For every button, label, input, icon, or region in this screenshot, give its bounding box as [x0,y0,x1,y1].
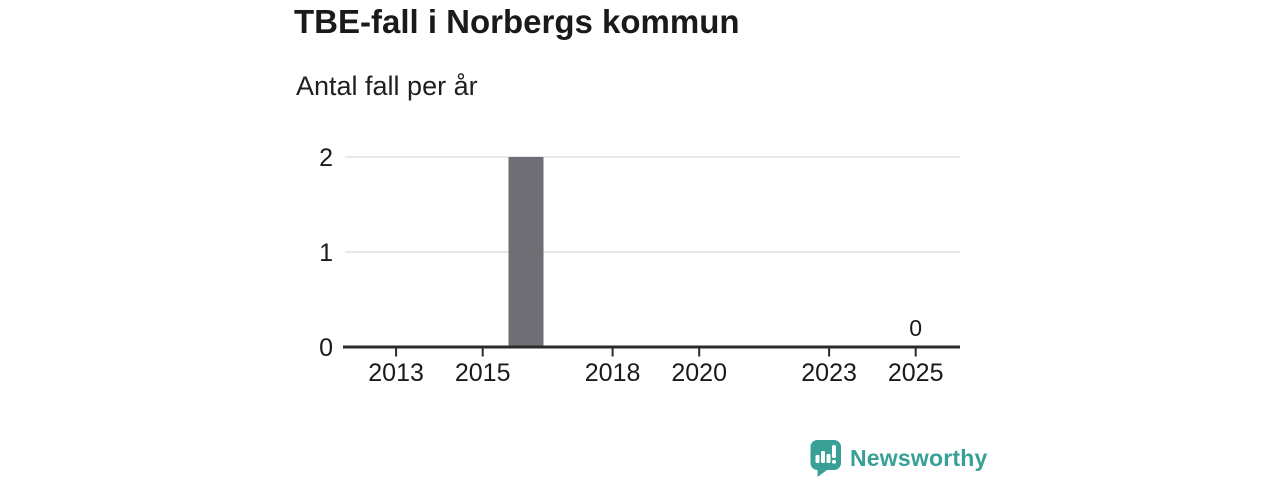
logo-exclamation-stroke [832,445,836,458]
logo-bar-1 [815,455,820,463]
x-tick-label-2018: 2018 [585,359,641,387]
branding-footer: Newsworthy [810,440,987,477]
y-tick-label-2: 2 [319,144,333,172]
chart-subtitle: Antal fall per år [296,71,478,101]
x-tick-label-2015: 2015 [455,359,511,387]
y-tick-label-1: 1 [319,239,333,267]
logo-bar-2 [821,451,825,463]
y-tick-label-0: 0 [319,334,333,362]
bar-value-label-2025: 0 [909,315,922,341]
x-tick-label-2013: 2013 [368,359,424,387]
x-tick-label-2020: 2020 [671,359,727,387]
chart-title: TBE-fall i Norbergs kommun [294,3,740,40]
bar-2016 [508,157,544,347]
x-tick-label-2023: 2023 [801,359,857,387]
logo-bar-3 [826,454,831,463]
x-tick-label-2025: 2025 [888,359,944,387]
brand-name: Newsworthy [850,445,988,471]
speech-bubble-shape [810,440,841,477]
logo-exclamation-dot [832,460,836,464]
bar-chart-speech-bubble-icon [810,440,841,477]
